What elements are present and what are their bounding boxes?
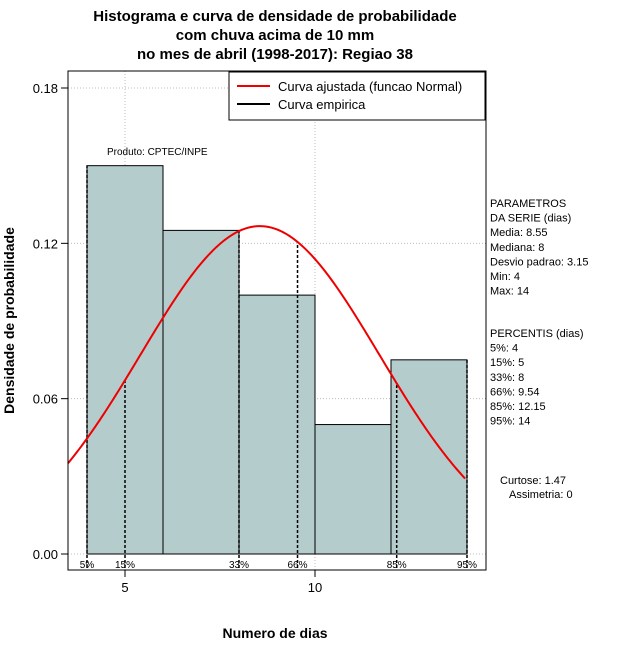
percentis-line: 66%: 9.54: [490, 386, 540, 398]
parametros-line: Media: 8.55: [490, 227, 547, 239]
x-tick-label: 5: [121, 580, 128, 595]
parametros-line: Max: 14: [490, 286, 529, 298]
parametros-line: Min: 4: [490, 271, 520, 283]
histogram-bar: [162, 229, 240, 555]
histogram-bar: [238, 294, 316, 555]
title-line: no mes de abril (1998-2017): Regiao 38: [137, 46, 413, 63]
y-tick-label: 0.12: [33, 236, 58, 251]
percentile-label: 85%: [387, 560, 407, 571]
histogram-bars: [86, 165, 468, 555]
plot-frame: [67, 70, 487, 571]
x-tick-label: 10: [308, 580, 322, 595]
percentis-line: 33%: 8: [490, 372, 524, 384]
percentile-label: 95%: [457, 560, 477, 571]
parametros-line: DA SERIE (dias): [490, 213, 571, 225]
percentis-line: 15%: 5: [490, 357, 524, 369]
percentile-label: 5%: [80, 560, 95, 571]
parametros-line: PARAMETROS: [490, 198, 566, 210]
legend: Curva ajustada (funcao Normal) Curva empi…: [228, 71, 486, 121]
percentile-label: 15%: [115, 560, 135, 571]
percentile-label: 66%: [288, 560, 308, 571]
y-tick-label: 0.00: [33, 547, 58, 562]
percentile-lines: [86, 165, 468, 568]
fitted-curve-line: [67, 225, 466, 480]
curtose-text: Curtose: 1.47: [500, 475, 566, 487]
statistics-panel: PARAMETROS DA SERIE (dias) Media: 8.55 Me…: [490, 198, 588, 501]
y-tick-label: 0.18: [33, 81, 58, 96]
axes: 5 10 0.00 0.06 0.12 0.18: [33, 81, 323, 595]
title-line: com chuva acima de 10 mm: [176, 27, 374, 44]
y-axis-title: Densidade de probabilidade: [1, 227, 17, 414]
percentile-labels: 5% 15% 33% 66% 85% 95%: [80, 560, 477, 571]
legend-box: [228, 71, 486, 121]
legend-label-fitted: Curva ajustada (funcao Normal): [278, 79, 462, 94]
assimetria-text: Assimetria: 0: [509, 489, 573, 501]
percentis-line: 5%: 4: [490, 343, 518, 355]
x-axis-title: Numero de dias: [222, 625, 327, 641]
percentile-label: 33%: [229, 560, 249, 571]
histogram-bar: [86, 165, 164, 555]
product-annotation: Produto: CPTEC/INPE: [107, 147, 208, 158]
normal-curve: [67, 225, 466, 480]
percentis-line: PERCENTIS (dias): [490, 328, 584, 340]
title-line: Histograma e curva de densidade de proba…: [93, 8, 456, 25]
y-tick-label: 0.06: [33, 392, 58, 407]
parametros-line: Mediana: 8: [490, 242, 544, 254]
histogram-bar: [390, 359, 468, 555]
parametros-line: Desvio padrao: 3.15: [490, 256, 588, 268]
percentis-line: 85%: 12.15: [490, 401, 546, 413]
legend-label-empirical: Curva empirica: [278, 97, 366, 112]
histogram-bar: [314, 424, 392, 555]
percentis-line: 95%: 14: [490, 416, 530, 428]
chart-title: Histograma e curva de densidade de proba…: [93, 8, 456, 63]
